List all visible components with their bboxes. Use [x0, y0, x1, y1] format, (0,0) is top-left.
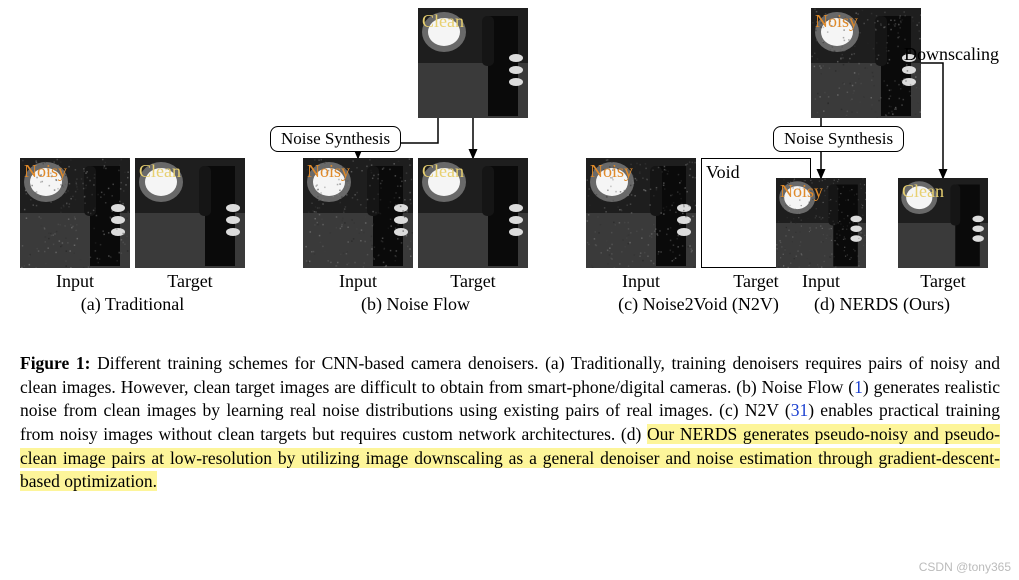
thumb-b_top: Clean	[418, 8, 528, 118]
thumb-b_target: Clean	[418, 158, 528, 268]
sublabel-d_in: Input	[766, 271, 876, 292]
thumb-label-b_top: Clean	[422, 11, 464, 32]
thumb-label-b_input: Noisy	[307, 161, 350, 182]
row-caption-d: (d) NERDS (Ours)	[766, 294, 998, 315]
noise-synthesis-box-b: Noise Synthesis	[270, 126, 401, 152]
citation-ref-2[interactable]: 31	[791, 400, 809, 420]
figure-caption: Figure 1: Different training schemes for…	[20, 352, 1000, 494]
sublabel-a_in: Input	[20, 271, 130, 292]
sublabel-b_tg: Target	[418, 271, 528, 292]
downscaling-label: Downscaling	[904, 44, 999, 65]
thumb-d_input: Noisy	[776, 178, 866, 268]
sublabel-b_in: Input	[303, 271, 413, 292]
noise-synthesis-box-d: Noise Synthesis	[773, 126, 904, 152]
row-caption-b: (b) Noise Flow	[303, 294, 528, 315]
caption-text-1: Different training schemes for CNN-based…	[20, 353, 1000, 397]
sublabel-c_in: Input	[586, 271, 696, 292]
thumb-label-c_target: Void	[706, 162, 740, 183]
figure-label: Figure 1:	[20, 353, 90, 373]
thumb-label-a_input: Noisy	[24, 161, 67, 182]
thumb-a_input: Noisy	[20, 158, 130, 268]
sublabel-a_tg: Target	[135, 271, 245, 292]
thumb-b_input: Noisy	[303, 158, 413, 268]
thumb-label-b_target: Clean	[422, 161, 464, 182]
sublabel-d_tg: Target	[888, 271, 998, 292]
thumb-label-d_top: Noisy	[815, 11, 858, 32]
thumb-label-d_target: Clean	[902, 181, 944, 202]
figure-area: Noisy Clean Clean Noisy	[20, 8, 1000, 328]
thumb-label-a_target: Clean	[139, 161, 181, 182]
thumb-a_target: Clean	[135, 158, 245, 268]
thumb-c_input: Noisy	[586, 158, 696, 268]
thumb-label-c_input: Noisy	[590, 161, 633, 182]
thumb-label-d_input: Noisy	[780, 181, 823, 202]
row-caption-a: (a) Traditional	[20, 294, 245, 315]
citation-ref-1[interactable]: 1	[854, 377, 863, 397]
thumb-d_target: Clean	[898, 178, 988, 268]
watermark: CSDN @tony365	[919, 560, 1011, 574]
arrow-d-to-target	[921, 63, 943, 178]
